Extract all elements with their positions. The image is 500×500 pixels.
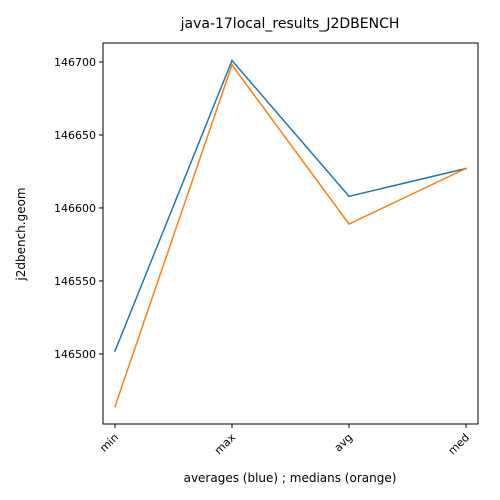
data-point — [114, 350, 116, 352]
plot-area — [102, 42, 479, 425]
series-layer — [114, 59, 467, 408]
data-point — [114, 405, 116, 408]
data-point — [231, 59, 233, 62]
series-line-1 — [114, 63, 467, 407]
y-axis-label: j2dbench.geom — [14, 187, 28, 281]
y-axis: 146500 146550 146600 146650 146700 — [54, 56, 103, 361]
x-tick-label: med — [446, 431, 472, 457]
x-axis: min max avg med — [97, 424, 472, 457]
x-tick-label: avg — [332, 431, 356, 455]
y-tick-label: 146650 — [54, 129, 96, 142]
y-tick-label: 146600 — [54, 202, 96, 215]
y-tick-label: 146500 — [54, 348, 96, 361]
x-tick-label: min — [97, 431, 121, 455]
data-point — [348, 195, 350, 198]
x-axis-label: averages (blue) ; medians (orange) — [184, 471, 397, 485]
y-tick-label: 146550 — [54, 275, 96, 288]
data-point — [465, 167, 467, 170]
y-tick-label: 146700 — [54, 56, 96, 69]
x-tick-label: max — [212, 431, 238, 457]
series-line-0 — [114, 59, 467, 352]
data-point — [231, 63, 233, 66]
data-point — [348, 223, 350, 225]
chart-title: java-17local_results_J2DBENCH — [180, 16, 400, 32]
